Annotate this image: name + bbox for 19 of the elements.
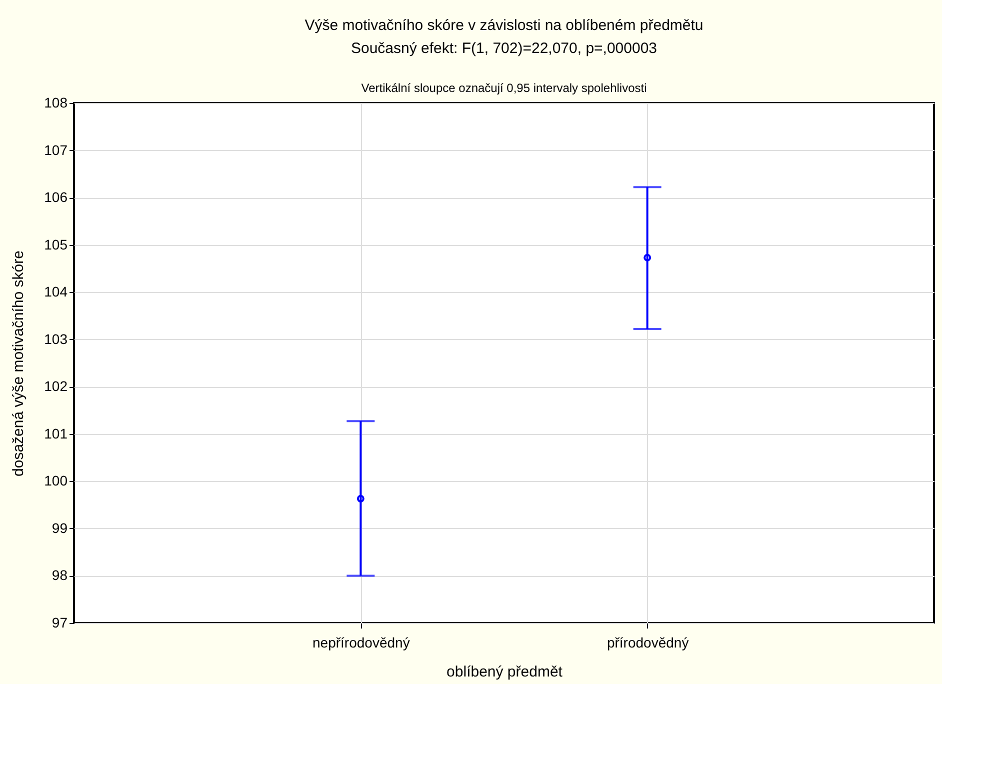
- chart-title: Výše motivačního skóre v závislosti na oblíbeném předmětu: [304, 17, 704, 34]
- x-tick-label: nepřírodovědný: [312, 634, 410, 650]
- y-axis-title: dosažená výše motivačního skóre: [10, 250, 28, 476]
- y-tick-label: 104: [44, 284, 68, 300]
- x-axis-title: oblíbený předmět: [446, 664, 564, 680]
- y-tick-label: 108: [44, 94, 68, 110]
- y-tick-label: 101: [44, 425, 68, 442]
- y-tick-label: 103: [44, 330, 68, 347]
- y-tick-label: 99: [52, 520, 68, 536]
- y-tick-label: 97: [52, 614, 68, 630]
- y-tick-label: 106: [44, 189, 68, 206]
- y-tick-label: 102: [44, 378, 68, 394]
- x-tick-label: přírodovědný: [606, 634, 689, 650]
- text: Vertikální sloupce označují 0,95 intervaly spolehlivosti: [361, 81, 647, 95]
- y-tick-label: 98: [52, 567, 68, 584]
- y-tick-label: 105: [44, 236, 68, 252]
- y-tick-label: 107: [44, 142, 68, 158]
- chart-subtitle: Současný efekt: F(1, 702)=22,070, p=,000003: [350, 40, 658, 57]
- y-tick-label: 100: [44, 472, 68, 489]
